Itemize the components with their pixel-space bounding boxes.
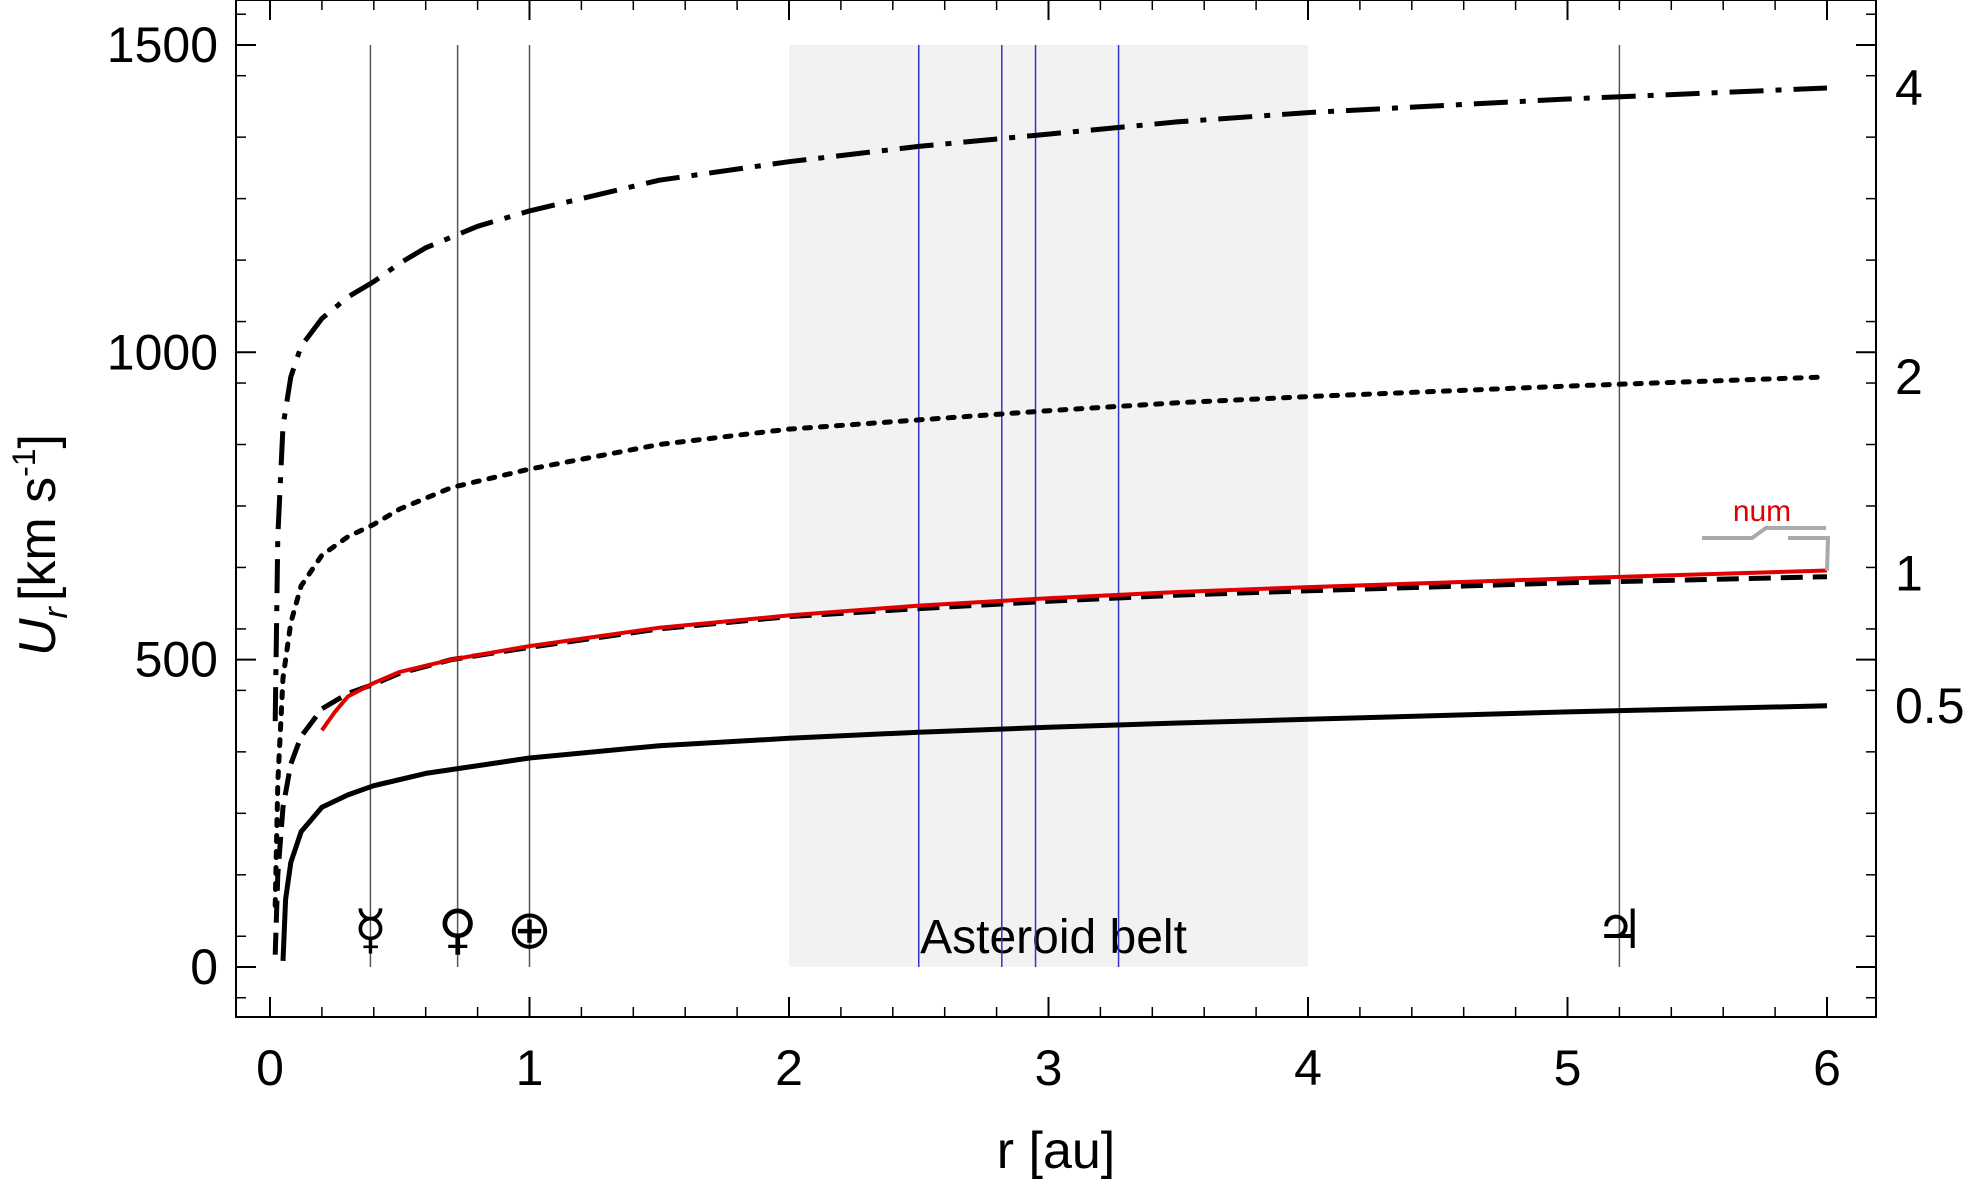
vertical-lines: ☿ ♀ ⊕ ♃ — [354, 44, 1644, 967]
planet-symbol: ☿ — [354, 898, 387, 961]
y-tick-label: 500 — [135, 632, 218, 688]
curve-label: 2 — [1895, 349, 1923, 405]
num-pointer — [1702, 526, 1831, 571]
plot-frame — [235, 0, 1877, 1018]
labels: 4 2 1 0.5 — [1895, 60, 1965, 734]
x-tick-label: 6 — [1813, 1040, 1841, 1096]
ticks: 0 1 2 3 4 5 6 0 500 1000 1500 — [107, 0, 1876, 1096]
x-axis-label: r [au] — [997, 1122, 1116, 1180]
planet-symbol: ♃ — [1595, 898, 1643, 961]
x-tick-label: 5 — [1554, 1040, 1582, 1096]
series-line — [280, 703, 1828, 962]
series-line — [320, 568, 1828, 732]
x-tick-label: 1 — [516, 1040, 544, 1096]
curve-label: 1 — [1895, 546, 1923, 602]
planet-symbol: ♀ — [438, 898, 478, 961]
x-tick-label: 3 — [1035, 1040, 1063, 1096]
x-tick-label: 4 — [1294, 1040, 1322, 1096]
asteroid-belt-label: Asteroid belt — [920, 911, 1187, 964]
num-label: num — [1733, 495, 1791, 528]
series-line — [272, 374, 1830, 908]
planet-symbol: ⊕ — [507, 898, 552, 961]
shade-layer: Asteroid belt — [789, 44, 1308, 967]
y-tick-label: 1500 — [107, 17, 218, 73]
asteroid-belt-region — [789, 44, 1308, 967]
series-line — [272, 85, 1828, 722]
x-tick-label: 2 — [775, 1040, 803, 1096]
y-axis-label: Ur[km s-1] — [6, 434, 75, 656]
y-tick-label: 0 — [190, 939, 218, 995]
y-tick-label: 1000 — [107, 324, 218, 380]
curve-label: 4 — [1895, 60, 1923, 116]
x-tick-label: 0 — [256, 1040, 284, 1096]
series-layer: num — [272, 85, 1831, 962]
curve-label: 0.5 — [1895, 678, 1965, 734]
